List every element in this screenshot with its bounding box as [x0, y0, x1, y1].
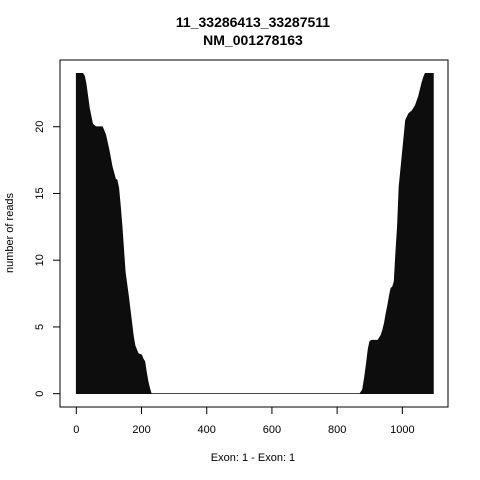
x-axis-label: Exon: 1 - Exon: 1 [211, 452, 295, 464]
y-tick-label-15: 15 [34, 187, 46, 199]
coverage-area-0 [75, 72, 434, 395]
y-tick-label-5: 5 [34, 324, 46, 330]
y-tick-label-20: 20 [34, 121, 46, 133]
x-tick-label-800: 800 [328, 424, 346, 436]
x-tick-label-600: 600 [263, 424, 281, 436]
chart-title: 11_33286413_33287511 [176, 14, 330, 30]
plot-area [75, 72, 434, 395]
x-tick-label-1000: 1000 [390, 424, 414, 436]
x-tick-label-400: 400 [198, 424, 216, 436]
y-axis: 0 5 10 15 20 [34, 121, 61, 397]
chart-subtitle: NM_001278163 [203, 32, 303, 48]
y-tick-label-0: 0 [34, 391, 46, 397]
y-tick-label-10: 10 [34, 254, 46, 266]
x-tick-label-0: 0 [73, 424, 79, 436]
x-axis: 0 200 400 600 800 1000 [73, 406, 415, 436]
y-axis-label: number of reads [4, 192, 16, 273]
x-tick-label-200: 200 [132, 424, 150, 436]
